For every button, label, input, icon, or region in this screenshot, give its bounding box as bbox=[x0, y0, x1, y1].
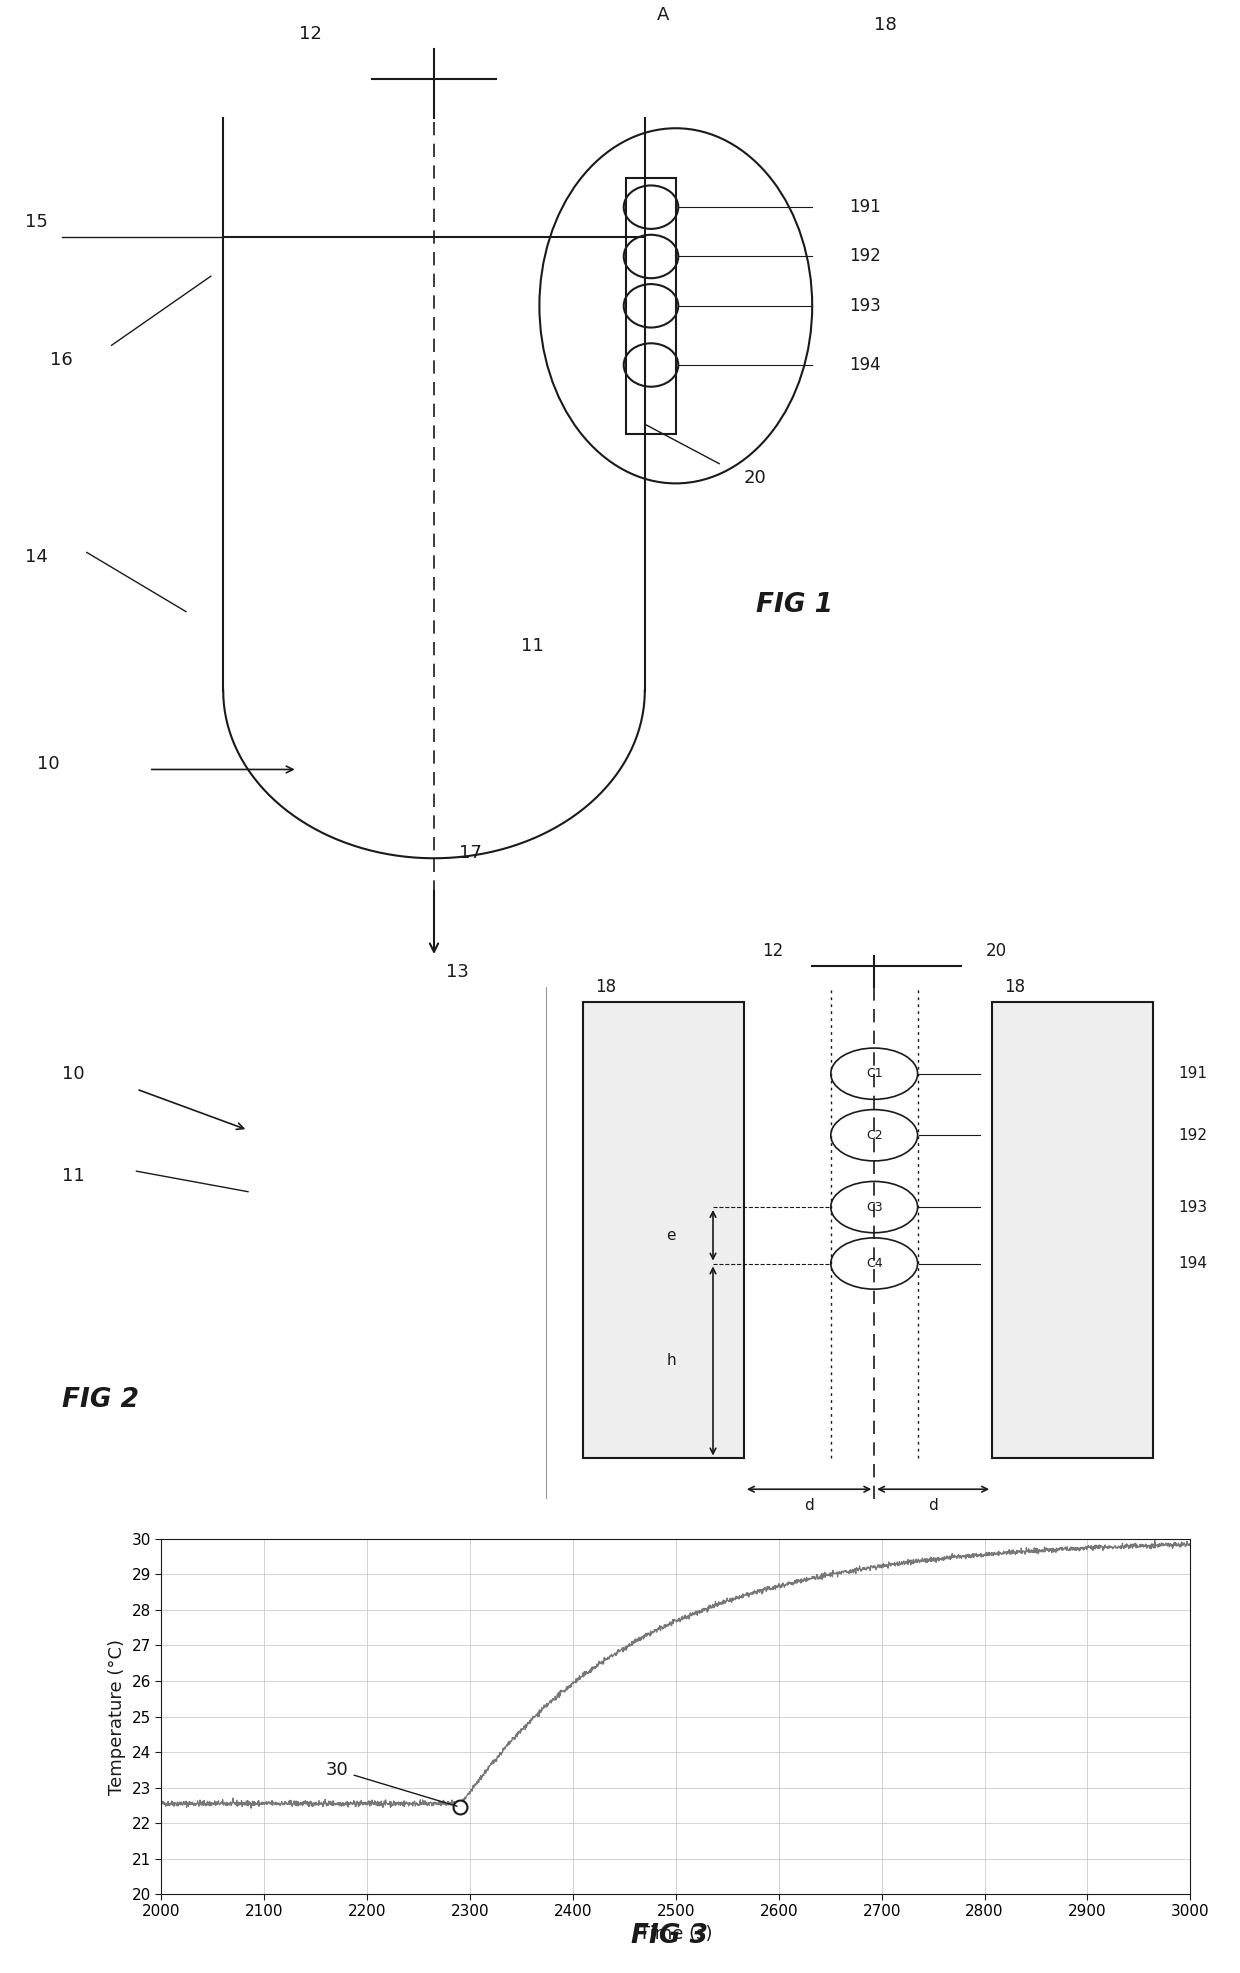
Text: h: h bbox=[666, 1353, 676, 1369]
Text: C3: C3 bbox=[866, 1202, 883, 1213]
Ellipse shape bbox=[831, 1048, 918, 1099]
Text: C4: C4 bbox=[866, 1257, 883, 1271]
Text: 17: 17 bbox=[459, 844, 481, 862]
Ellipse shape bbox=[831, 1182, 918, 1233]
Text: 13: 13 bbox=[899, 1578, 920, 1596]
Text: 192: 192 bbox=[849, 247, 882, 266]
Text: 192: 192 bbox=[1178, 1129, 1207, 1142]
Text: FIG 3: FIG 3 bbox=[631, 1924, 708, 1949]
Text: 11: 11 bbox=[521, 637, 543, 655]
Text: 194: 194 bbox=[1178, 1257, 1207, 1271]
Text: 191: 191 bbox=[1178, 1065, 1207, 1081]
Text: 191: 191 bbox=[849, 197, 882, 217]
Text: 13: 13 bbox=[446, 963, 469, 981]
Ellipse shape bbox=[831, 1109, 918, 1160]
Text: C1: C1 bbox=[866, 1067, 883, 1079]
Text: 12: 12 bbox=[763, 941, 784, 959]
Text: C2: C2 bbox=[866, 1129, 883, 1142]
Text: 18: 18 bbox=[595, 979, 616, 996]
Text: 20: 20 bbox=[744, 470, 766, 487]
Text: 10: 10 bbox=[62, 1065, 84, 1083]
Text: 14: 14 bbox=[25, 548, 47, 566]
Text: 11: 11 bbox=[62, 1168, 84, 1186]
Text: FIG 2: FIG 2 bbox=[62, 1387, 139, 1413]
Text: 15: 15 bbox=[25, 213, 47, 231]
Ellipse shape bbox=[831, 1237, 918, 1288]
X-axis label: Time (s): Time (s) bbox=[639, 1926, 713, 1943]
Text: 30: 30 bbox=[326, 1762, 458, 1805]
Text: e: e bbox=[666, 1227, 676, 1243]
Bar bbox=[626, 178, 676, 434]
Text: 193: 193 bbox=[1178, 1200, 1207, 1215]
Bar bbox=[583, 1002, 744, 1458]
Text: 20: 20 bbox=[986, 941, 1007, 959]
Text: d: d bbox=[929, 1498, 937, 1513]
Bar bbox=[992, 1002, 1153, 1458]
Text: 18: 18 bbox=[1004, 979, 1025, 996]
Text: FIG 1: FIG 1 bbox=[756, 592, 833, 618]
Text: 16: 16 bbox=[50, 351, 72, 369]
Text: 193: 193 bbox=[849, 296, 882, 316]
Y-axis label: Temperature (°C): Temperature (°C) bbox=[108, 1638, 125, 1795]
Text: 194: 194 bbox=[849, 355, 882, 375]
Text: 18: 18 bbox=[874, 16, 897, 34]
Text: A: A bbox=[657, 6, 670, 24]
Text: 10: 10 bbox=[37, 756, 60, 773]
Text: d: d bbox=[805, 1498, 813, 1513]
Text: 12: 12 bbox=[299, 26, 321, 43]
